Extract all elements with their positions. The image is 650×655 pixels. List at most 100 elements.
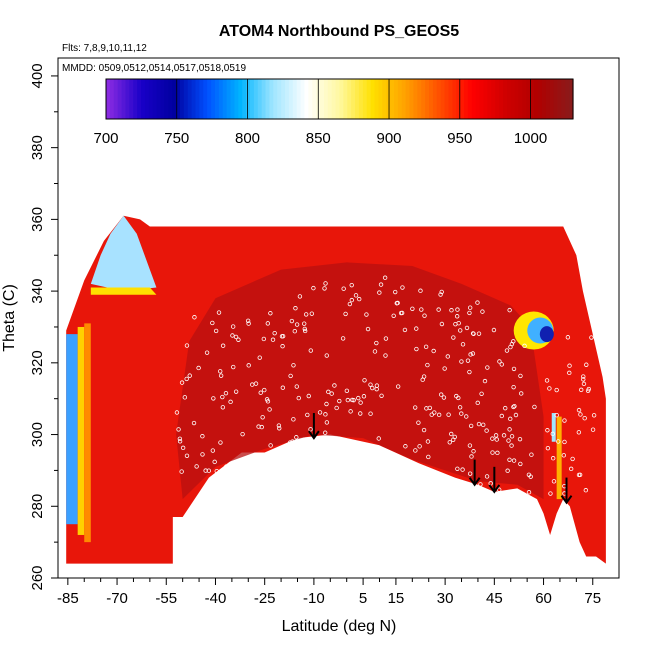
arrow-head xyxy=(488,484,501,494)
data-point xyxy=(272,330,277,336)
data-point xyxy=(200,434,205,439)
data-point xyxy=(177,439,183,444)
data-point xyxy=(265,321,271,326)
data-point xyxy=(547,386,552,391)
colorbar-cell xyxy=(207,79,212,119)
data-point xyxy=(274,476,279,481)
data-point xyxy=(413,468,418,474)
data-point xyxy=(438,292,443,297)
x-tick-label: 75 xyxy=(584,590,601,607)
data-point xyxy=(453,321,458,327)
colorbar-cell xyxy=(249,79,255,119)
data-point xyxy=(252,485,257,490)
data-point xyxy=(455,466,460,471)
colorbar-cell xyxy=(211,79,216,119)
plot-frame xyxy=(57,57,620,579)
data-point xyxy=(499,413,505,419)
data-point xyxy=(589,335,594,340)
data-point xyxy=(349,282,354,288)
y-tick-label: 360 xyxy=(29,207,46,232)
data-point xyxy=(354,488,360,493)
data-point xyxy=(347,301,353,307)
colorbar: 700 750 800 850 900 950 1000 xyxy=(93,78,574,147)
data-point xyxy=(194,464,199,469)
data-point xyxy=(565,335,571,340)
data-point xyxy=(445,354,451,359)
x-tick-label: 60 xyxy=(535,590,552,607)
data-point xyxy=(581,377,586,382)
data-point xyxy=(294,384,299,389)
data-point xyxy=(362,378,367,383)
data-point xyxy=(312,468,317,473)
colorbar-cell xyxy=(238,79,243,119)
colorbar-cell xyxy=(230,79,236,119)
data-point xyxy=(423,344,429,350)
arrow-markers xyxy=(308,413,573,505)
colorbar-cell xyxy=(366,79,372,119)
data-point xyxy=(309,311,315,316)
colorbar-cell xyxy=(502,79,508,119)
data-point xyxy=(246,363,251,368)
colorbar-cell xyxy=(269,79,274,119)
colorbar-cell xyxy=(444,79,450,119)
colorbar-cell xyxy=(518,79,524,119)
data-point xyxy=(250,382,255,387)
data-point xyxy=(245,318,251,324)
data-point xyxy=(504,348,510,353)
data-point xyxy=(439,321,445,327)
data-point xyxy=(429,412,434,417)
colorbar-cell xyxy=(429,79,434,119)
data-point xyxy=(280,333,286,339)
data-point xyxy=(403,444,408,449)
data-point xyxy=(414,326,419,331)
data-point xyxy=(532,404,537,410)
y-tick-label: 320 xyxy=(29,350,46,375)
colorbar-cell xyxy=(195,79,200,119)
data-point xyxy=(513,412,519,418)
x-tick-label: -85 xyxy=(57,590,79,607)
data-point xyxy=(579,387,584,393)
data-point xyxy=(503,405,508,411)
arrow-head xyxy=(468,477,481,487)
colorbar-cell xyxy=(479,79,485,119)
data-point xyxy=(294,322,300,327)
data-point xyxy=(582,415,587,421)
colorbar-tick-label: 850 xyxy=(306,130,331,147)
data-point xyxy=(446,412,451,417)
data-point xyxy=(196,365,201,371)
data-point xyxy=(323,281,328,286)
y-tick-label: 400 xyxy=(29,63,46,88)
data-point xyxy=(406,487,411,493)
data-point xyxy=(341,286,346,291)
data-point xyxy=(550,456,556,461)
data-point xyxy=(324,353,329,358)
data-point xyxy=(554,387,559,393)
data-point xyxy=(522,343,527,349)
data-point xyxy=(291,417,296,422)
colorbar-cell xyxy=(413,79,418,119)
data-point xyxy=(257,355,262,360)
colorbar-cell xyxy=(160,79,165,119)
data-point xyxy=(425,487,430,493)
x-tick-label: -40 xyxy=(205,590,227,607)
colorbar-cell xyxy=(565,79,570,119)
colorbar-cell xyxy=(113,79,119,119)
colorbar-cell xyxy=(514,79,520,119)
data-point xyxy=(237,476,242,482)
x-tick-label: -10 xyxy=(303,590,325,607)
colorbar-cell xyxy=(304,79,309,119)
data-point xyxy=(471,449,476,454)
data-point xyxy=(576,407,582,413)
data-point xyxy=(317,410,323,415)
colorbar-cell xyxy=(187,79,193,119)
data-point xyxy=(351,397,356,403)
data-point xyxy=(233,334,239,340)
data-point xyxy=(497,487,502,492)
data-point xyxy=(338,457,343,462)
data-point xyxy=(374,383,380,388)
data-point xyxy=(231,364,236,370)
data-point xyxy=(449,308,454,313)
data-point xyxy=(568,466,574,472)
data-point xyxy=(174,410,180,415)
data-point xyxy=(481,422,486,428)
